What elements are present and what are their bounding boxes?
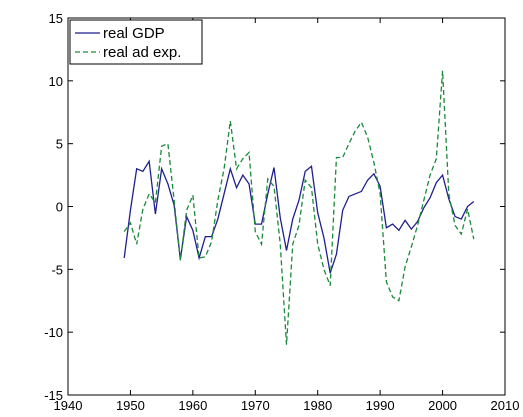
x-tick-label: 1940: [54, 398, 83, 412]
legend-label: real GDP: [103, 25, 165, 42]
y-tick-label: 5: [56, 137, 63, 152]
x-tick-label: 1960: [178, 398, 207, 412]
x-tick-label: 1990: [366, 398, 395, 412]
x-tick-label: 1950: [116, 398, 145, 412]
y-tick-label: -10: [44, 325, 63, 340]
x-tick-label: 2000: [428, 398, 457, 412]
x-tick-label: 2010: [491, 398, 520, 412]
x-tick-label: 1980: [303, 398, 332, 412]
y-tick-label: -15: [44, 388, 63, 403]
y-tick-label: 0: [56, 200, 63, 215]
legend-box: [69, 19, 203, 65]
y-tick-label: 15: [49, 11, 63, 26]
y-tick-label: -5: [51, 262, 63, 277]
y-tick-label: 10: [49, 74, 63, 89]
legend-label: real ad exp.: [103, 44, 181, 61]
x-tick-label: 1970: [241, 398, 270, 412]
